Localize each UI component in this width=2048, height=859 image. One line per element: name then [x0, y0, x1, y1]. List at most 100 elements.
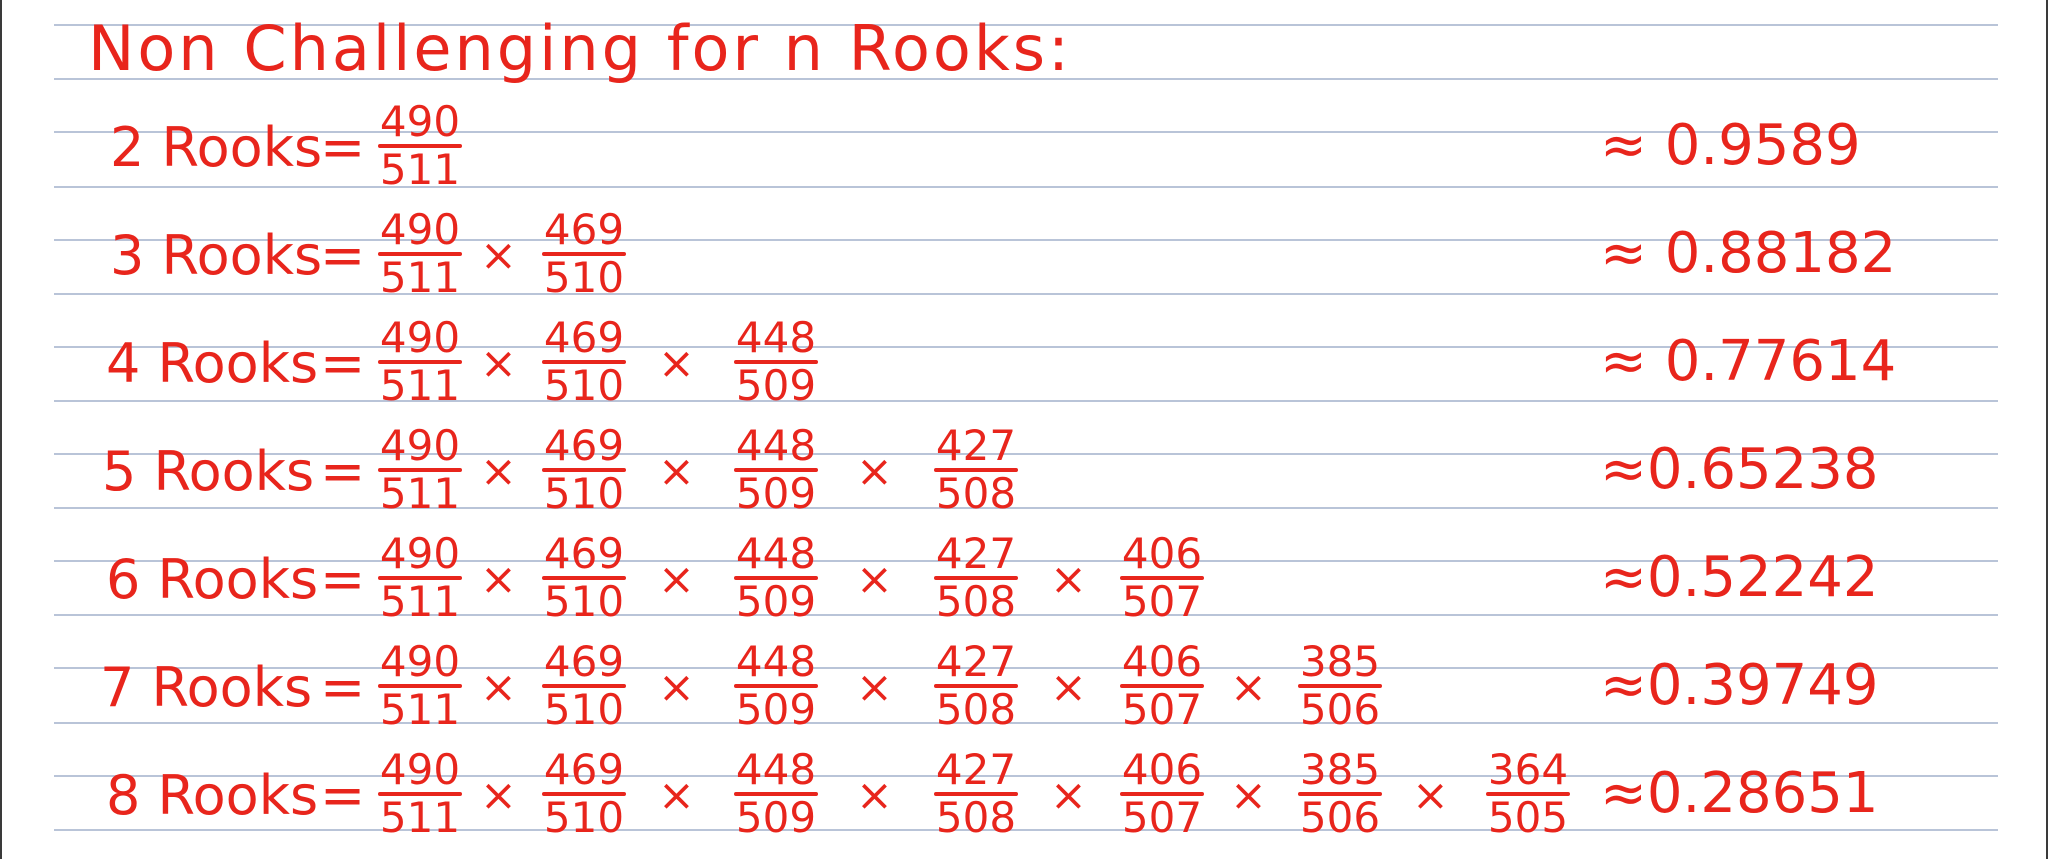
fraction-denominator: 510: [543, 685, 625, 734]
fraction-bar: [542, 468, 626, 472]
fraction-denominator: 507: [1121, 685, 1203, 734]
fraction-numerator: 490: [379, 421, 461, 470]
fraction: 469 510: [538, 532, 630, 624]
rook-count-label: 2 Rooks: [110, 116, 323, 179]
approximate-value: ≈ 0.9589: [1600, 113, 1861, 178]
fraction-bar: [378, 468, 462, 472]
fraction-bar: [378, 792, 462, 796]
fraction-numerator: 490: [379, 529, 461, 578]
ruled-line: [54, 186, 1998, 188]
multiply-sign: ×: [1230, 770, 1267, 821]
fraction-numerator: 448: [735, 421, 817, 470]
fraction-denominator: 507: [1121, 793, 1203, 842]
fraction-denominator: 510: [543, 577, 625, 626]
multiply-sign: ×: [658, 662, 695, 713]
fraction: 406 507: [1116, 748, 1208, 840]
fraction: 490 511: [374, 316, 466, 408]
fraction: 448 509: [730, 424, 822, 516]
approximate-value: ≈ 0.77614: [1600, 329, 1897, 394]
fraction-bar: [378, 684, 462, 688]
fraction-numerator: 469: [543, 637, 625, 686]
equals-sign: =: [320, 548, 366, 611]
fraction: 406 507: [1116, 640, 1208, 732]
fraction-numerator: 406: [1121, 745, 1203, 794]
multiply-sign: ×: [856, 770, 893, 821]
equation-row: 2 Rooks = 490 511 ≈ 0.9589: [2, 100, 2048, 196]
equals-sign: =: [320, 656, 366, 719]
fraction-numerator: 469: [543, 745, 625, 794]
multiply-sign: ×: [480, 662, 517, 713]
fraction-bar: [542, 684, 626, 688]
fraction-numerator: 406: [1121, 529, 1203, 578]
fraction-bar: [934, 792, 1018, 796]
ruled-line: [54, 239, 1998, 241]
fraction-denominator: 511: [379, 253, 461, 302]
rook-count-label: 7 Rooks: [100, 656, 313, 719]
fraction-numerator: 469: [543, 421, 625, 470]
multiply-sign: ×: [658, 338, 695, 389]
equation-row: 3 Rooks = 490 511 × 469 510 ≈ 0.88182: [2, 208, 2048, 304]
ruled-line: [54, 78, 1998, 80]
rook-count-label: 3 Rooks: [110, 224, 323, 287]
approximate-value: ≈0.52242: [1600, 545, 1879, 610]
fraction-denominator: 511: [379, 361, 461, 410]
fraction-numerator: 427: [935, 529, 1017, 578]
fraction-denominator: 511: [379, 685, 461, 734]
multiply-sign: ×: [480, 338, 517, 389]
fraction-denominator: 511: [379, 793, 461, 842]
fraction-bar: [734, 576, 818, 580]
rook-count-label: 5 Rooks: [102, 440, 315, 503]
fraction-bar: [542, 252, 626, 256]
equals-sign: =: [320, 224, 366, 287]
fraction-bar: [734, 792, 818, 796]
fraction-denominator: 509: [735, 361, 817, 410]
multiply-sign: ×: [480, 446, 517, 497]
equation-row: 5 Rooks = 490 511 × 469 510 × 448 509 × 427 508 ≈0.65…: [2, 424, 2048, 520]
ruled-line: [54, 722, 1998, 724]
ruled-line: [54, 293, 1998, 295]
approximate-value: ≈ 0.88182: [1600, 221, 1897, 286]
ruled-line: [54, 667, 1998, 669]
fraction-denominator: 511: [379, 145, 461, 194]
fraction-numerator: 427: [935, 421, 1017, 470]
ruled-line: [54, 560, 1998, 562]
ruled-line: [54, 400, 1998, 402]
multiply-sign: ×: [658, 770, 695, 821]
fraction-denominator: 508: [935, 685, 1017, 734]
fraction-numerator: 385: [1299, 745, 1381, 794]
fraction-bar: [1298, 792, 1382, 796]
fraction-bar: [734, 468, 818, 472]
fraction-denominator: 509: [735, 793, 817, 842]
approximate-value: ≈0.39749: [1600, 653, 1879, 718]
fraction: 469 510: [538, 640, 630, 732]
fraction: 469 510: [538, 424, 630, 516]
ruled-line: [54, 346, 1998, 348]
equals-sign: =: [320, 332, 366, 395]
multiply-sign: ×: [1050, 662, 1087, 713]
fraction: 448 509: [730, 748, 822, 840]
fraction-denominator: 510: [543, 469, 625, 518]
fraction-denominator: 506: [1299, 793, 1381, 842]
rook-count-label: 6 Rooks: [106, 548, 319, 611]
fraction-numerator: 406: [1121, 637, 1203, 686]
equals-sign: =: [320, 440, 366, 503]
fraction-numerator: 469: [543, 205, 625, 254]
ruled-line: [54, 453, 1998, 455]
fraction: 448 509: [730, 640, 822, 732]
fraction: 490 511: [374, 424, 466, 516]
fraction: 469 510: [538, 208, 630, 300]
fraction: 490 511: [374, 100, 466, 192]
equation-row: 4 Rooks = 490 511 × 469 510 × 448 509 ≈ 0.77614: [2, 316, 2048, 412]
multiply-sign: ×: [658, 446, 695, 497]
fraction-denominator: 508: [935, 793, 1017, 842]
multiply-sign: ×: [480, 554, 517, 605]
fraction-bar: [934, 576, 1018, 580]
fraction-bar: [378, 252, 462, 256]
fraction-denominator: 510: [543, 361, 625, 410]
multiply-sign: ×: [480, 230, 517, 281]
multiply-sign: ×: [856, 554, 893, 605]
equals-sign: =: [320, 764, 366, 827]
fraction-numerator: 490: [379, 745, 461, 794]
fraction-bar: [734, 360, 818, 364]
